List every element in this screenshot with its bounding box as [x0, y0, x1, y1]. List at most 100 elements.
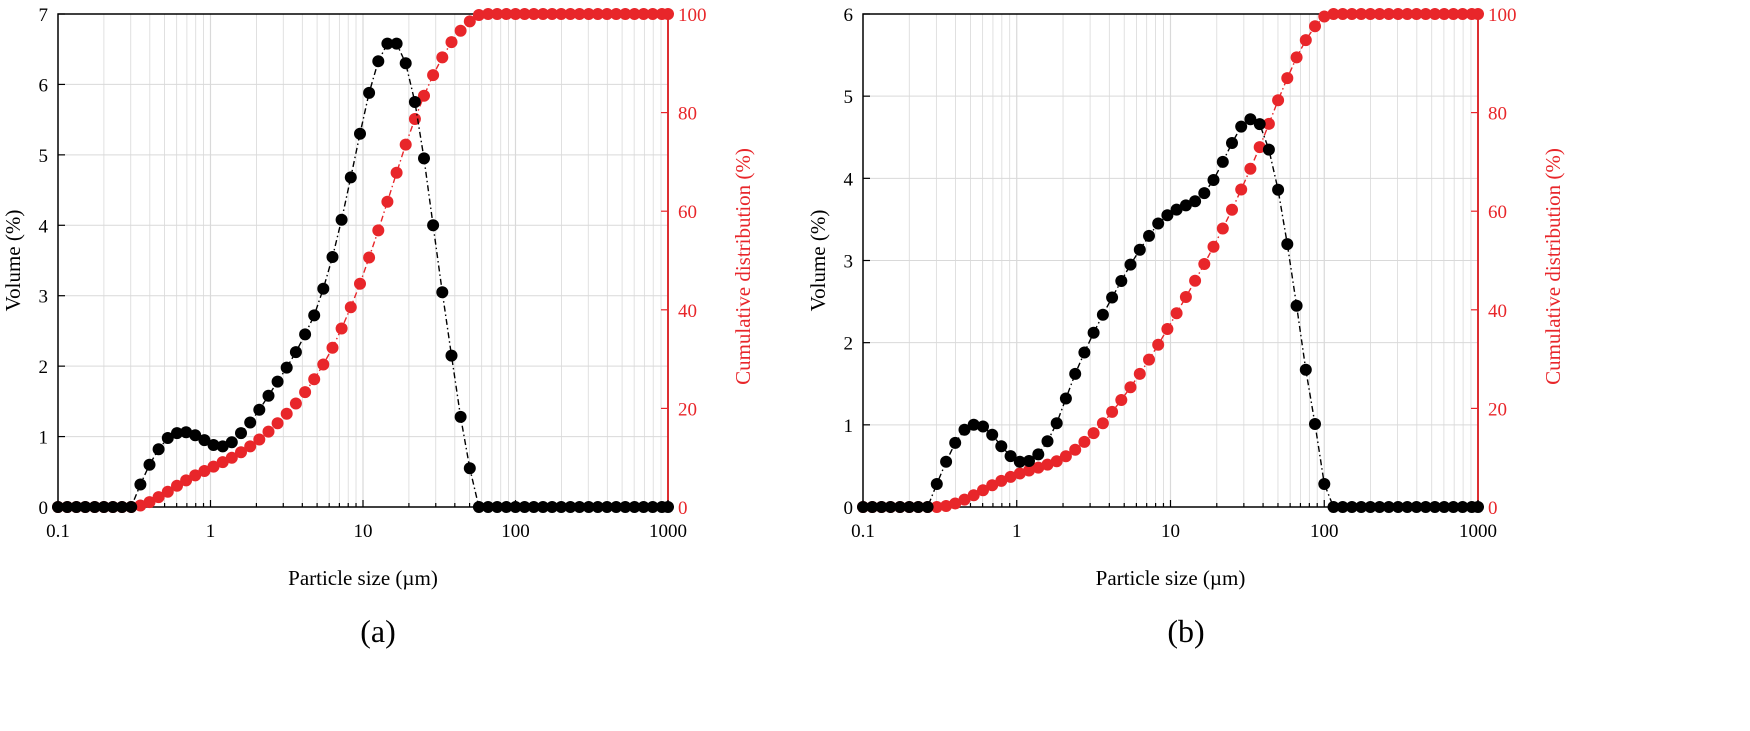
panel-a-data-point: [381, 195, 394, 208]
panel-a-data-point: [308, 309, 321, 322]
panel-b-data-point: [1382, 8, 1395, 20]
panel-a-data-point: [344, 301, 357, 314]
panel-b-x-axis-title: Particle size (µm): [1096, 566, 1246, 590]
panel-a-data-point: [253, 433, 266, 446]
panel-a-data-point: [189, 469, 202, 482]
panel-a-data-point: [116, 501, 128, 513]
panel-a-data-point: [308, 373, 321, 386]
panel-a-data-point: [326, 341, 339, 354]
panel-b-data-point: [1401, 8, 1414, 20]
panel-a-y-tick-label: 1: [39, 428, 49, 449]
panel-b-data-point: [1096, 417, 1109, 430]
panel-a-data-point: [207, 460, 220, 473]
panel-a-data-point: [171, 427, 183, 440]
panel-b-data-point: [1456, 501, 1469, 513]
panel-a-data-point: [482, 8, 495, 20]
panel-b-data-point: [1272, 183, 1285, 196]
panel-a-data-point: [225, 451, 238, 464]
panel-a-data-point: [235, 427, 247, 440]
panel-a-data-point: [472, 9, 485, 21]
panel-b-data-point: [1096, 308, 1109, 321]
panel-b-data-point: [1050, 455, 1063, 468]
panel-b-series-volume: [857, 113, 1484, 513]
panel-a-data-point: [152, 443, 165, 456]
panel-b-x-tick-label: 100: [1310, 521, 1339, 542]
panel-b-data-point: [1069, 443, 1082, 456]
panel-b-data-point: [949, 436, 962, 449]
panel-b-data-point: [1087, 326, 1100, 339]
panel-a-series-cumulative: [52, 8, 674, 513]
panel-a-data-point: [198, 465, 211, 477]
panel-a-data-point: [527, 501, 540, 513]
panel-a-data-point: [509, 501, 522, 513]
panel-b-data-point: [1152, 338, 1165, 351]
panel-b-y-tick-label: 6: [844, 5, 854, 26]
panel-a-data-point: [637, 501, 650, 513]
panel-a-data-point: [445, 349, 458, 362]
panel-b-data-point: [1419, 501, 1432, 513]
panel-b-data-point: [1290, 299, 1303, 312]
panel-b-data-point: [1059, 392, 1072, 405]
panel-a-data-point: [161, 485, 174, 498]
panel-b-y2-tick-label: 60: [1488, 202, 1507, 223]
panel-b-data-point: [884, 501, 897, 513]
panel-b-data-point: [1299, 363, 1312, 376]
panel-a-data-point: [354, 127, 366, 140]
panel-a-data-point: [289, 397, 302, 410]
panel-b-data-point: [1272, 94, 1285, 107]
panel-b-data-point: [1050, 417, 1063, 430]
panel-b-data-point: [1106, 291, 1119, 304]
panel-a-data-point: [582, 501, 595, 513]
panel-b-data-point: [1216, 222, 1229, 235]
panel-a-data-point: [335, 213, 348, 226]
panel-a-data-point: [152, 491, 165, 504]
panel-a-data-point: [418, 152, 430, 165]
panel-a-data-point: [372, 55, 385, 68]
panel-a-data-point: [134, 499, 147, 512]
panel-b-y2-tick-label: 100: [1488, 5, 1517, 26]
panel-b-data-point: [995, 440, 1008, 453]
panel-a-data-point: [601, 501, 613, 513]
panel-a-y2-axis-title: Cumulative distribution (%): [731, 148, 755, 385]
panel-a-data-point: [408, 96, 421, 108]
panel-a-data-point: [106, 501, 119, 513]
panel-a-data-point: [381, 37, 394, 50]
panel-b-data-point: [940, 455, 953, 468]
panel-b-data-point: [1299, 34, 1312, 47]
panel-b-data-point: [1447, 501, 1460, 513]
panel-a-data-point: [610, 8, 623, 20]
panel-a-data-point: [619, 501, 632, 513]
panel-a-data-point: [317, 358, 330, 371]
panel-b-data-point: [986, 428, 999, 441]
panel-b-data-point: [1059, 450, 1072, 463]
panel-a-data-point: [244, 416, 257, 429]
panel-b-data-point: [1281, 72, 1294, 85]
panel-a-data-point: [537, 8, 549, 20]
panel-b-data-point: [949, 497, 962, 510]
panel-a-y2-tick-label: 100: [678, 5, 707, 26]
panel-b-data-point: [1041, 458, 1054, 471]
panel-b-data-point: [1207, 240, 1220, 253]
panel-b-data-point: [1456, 8, 1469, 20]
panel-a-data-point: [189, 429, 202, 442]
panel-b-data-point: [903, 501, 916, 513]
panel-a-data-point: [88, 501, 101, 513]
panel-a-data-point: [427, 69, 440, 82]
panel-b-data-point: [1309, 20, 1321, 33]
panel-a-data-point: [454, 24, 467, 37]
panel-b-data-point: [857, 501, 869, 513]
panel-a-data-point: [216, 440, 229, 453]
panel-b-data-point: [1143, 229, 1155, 242]
panel-a-data-point: [207, 439, 220, 451]
panel-a-data-point: [271, 375, 284, 388]
panel-b-data-point: [1262, 143, 1275, 156]
panel-b-data-point: [1364, 8, 1377, 20]
panel-a-data-point: [363, 86, 376, 99]
panel-b-y2-tick-label: 80: [1488, 104, 1507, 125]
panel-a-y-tick-label: 5: [39, 146, 49, 167]
panel-b-data-point: [1226, 203, 1238, 216]
panel-b-y-tick-label: 4: [844, 169, 854, 190]
panel-a-data-point: [564, 501, 577, 513]
panel-b-data-point: [1004, 470, 1017, 483]
